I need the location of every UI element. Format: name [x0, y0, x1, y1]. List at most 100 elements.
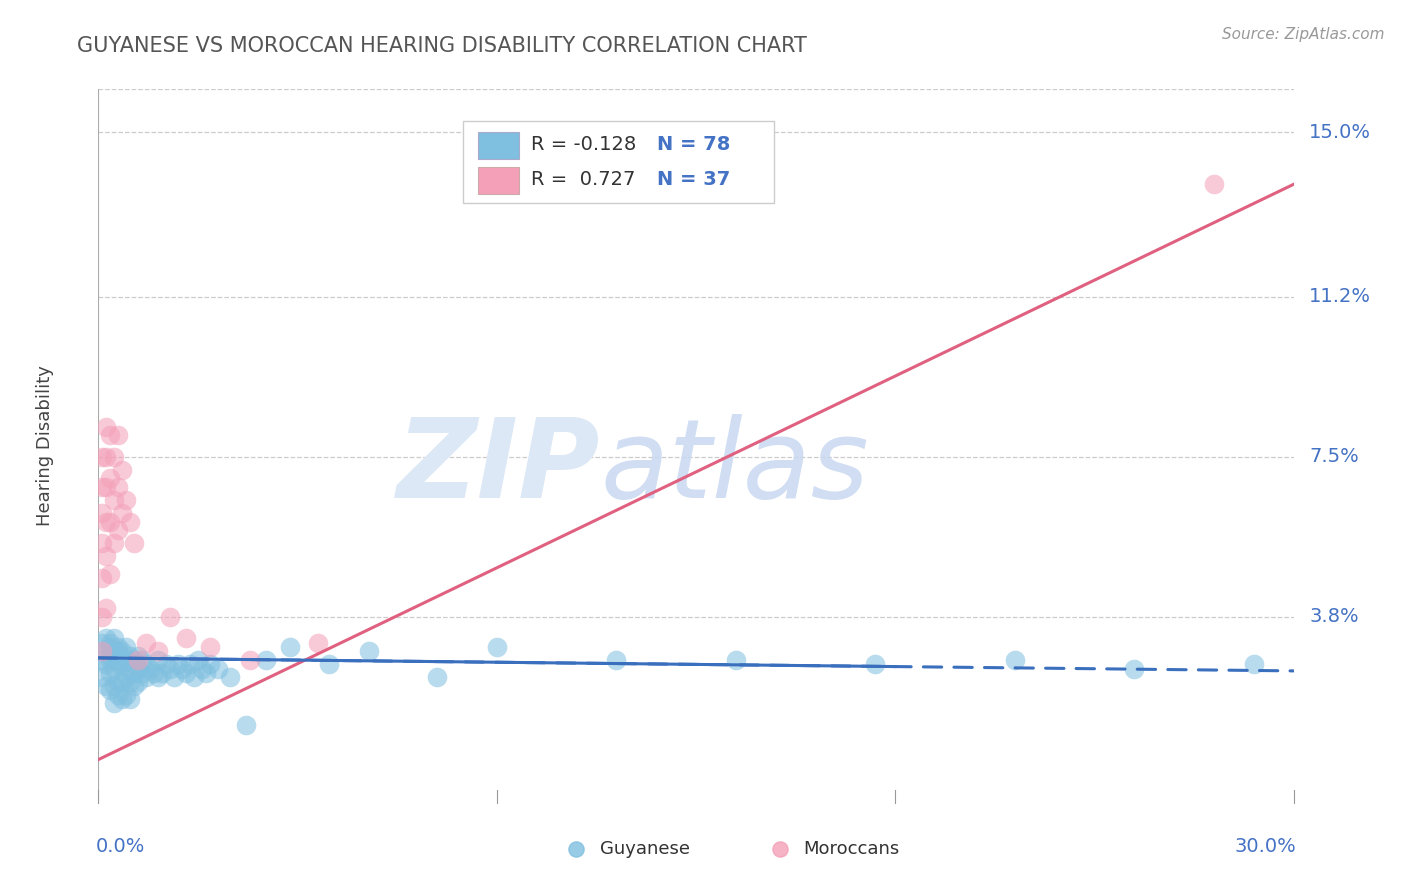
Point: [115, 688, 138, 702]
Point: [98, 566, 122, 581]
Point: [111, 692, 134, 706]
Point: [98, 636, 122, 650]
Point: [91, 644, 114, 658]
Point: [1243, 657, 1265, 672]
Point: [96, 515, 118, 529]
Point: [107, 524, 129, 538]
Text: 7.5%: 7.5%: [1309, 447, 1358, 467]
Point: [120, 674, 142, 689]
Point: [91, 480, 114, 494]
Point: [91, 636, 114, 650]
FancyBboxPatch shape: [463, 121, 773, 203]
Point: [120, 662, 142, 676]
Point: [127, 674, 149, 689]
Point: [1202, 178, 1225, 192]
Point: [148, 644, 170, 658]
Point: [107, 674, 129, 689]
FancyBboxPatch shape: [478, 167, 519, 194]
Point: [115, 653, 138, 667]
Text: 0.0%: 0.0%: [96, 837, 145, 856]
Point: [96, 632, 118, 646]
Point: [155, 657, 177, 672]
Point: [163, 670, 186, 684]
Point: [139, 662, 162, 676]
Point: [96, 480, 118, 494]
Text: 3.8%: 3.8%: [1309, 607, 1358, 626]
Point: [183, 670, 205, 684]
Text: Guyanese: Guyanese: [600, 840, 690, 858]
Point: [96, 450, 118, 464]
Point: [167, 657, 190, 672]
Point: [91, 610, 114, 624]
Point: [107, 688, 129, 702]
Point: [107, 428, 129, 442]
Point: [111, 644, 134, 658]
Point: [103, 536, 125, 550]
Point: [98, 666, 122, 681]
Point: [103, 696, 125, 710]
Point: [103, 450, 125, 464]
Point: [278, 640, 301, 654]
Text: 15.0%: 15.0%: [1309, 123, 1371, 142]
Point: [426, 670, 449, 684]
Point: [103, 632, 125, 646]
Point: [98, 648, 122, 663]
Point: [98, 471, 122, 485]
Point: [124, 536, 146, 550]
Point: [124, 666, 146, 681]
Point: [107, 480, 129, 494]
Point: [127, 648, 149, 663]
Point: [120, 515, 142, 529]
Point: [98, 515, 122, 529]
Point: [98, 428, 122, 442]
Point: [111, 657, 134, 672]
Point: [107, 640, 129, 654]
Point: [172, 662, 194, 676]
Point: [174, 666, 197, 681]
Text: GUYANESE VS MOROCCAN HEARING DISABILITY CORRELATION CHART: GUYANESE VS MOROCCAN HEARING DISABILITY …: [77, 36, 807, 55]
Text: N = 78: N = 78: [657, 136, 730, 154]
Point: [239, 653, 262, 667]
Text: 30.0%: 30.0%: [1234, 837, 1296, 856]
Point: [150, 666, 173, 681]
Point: [359, 644, 381, 658]
Point: [219, 670, 242, 684]
Point: [148, 670, 170, 684]
Point: [91, 571, 114, 585]
Point: [318, 657, 340, 672]
Point: [254, 653, 277, 667]
Point: [96, 679, 118, 693]
Text: 11.2%: 11.2%: [1309, 287, 1371, 306]
Point: [135, 670, 157, 684]
Point: [198, 657, 221, 672]
Point: [724, 653, 747, 667]
Text: R = -0.128: R = -0.128: [531, 136, 637, 154]
Point: [115, 670, 138, 684]
Point: [120, 648, 142, 663]
Point: [107, 657, 129, 672]
Point: [103, 679, 125, 693]
Point: [131, 653, 153, 667]
Point: [124, 653, 146, 667]
Point: [98, 683, 122, 698]
Point: [111, 506, 134, 520]
Point: [96, 657, 118, 672]
Point: [307, 636, 329, 650]
Text: R =  0.727: R = 0.727: [531, 170, 636, 189]
Point: [124, 679, 146, 693]
Point: [159, 610, 181, 624]
Point: [98, 653, 122, 667]
Point: [865, 657, 887, 672]
Point: [115, 493, 138, 508]
Point: [135, 657, 157, 672]
Point: [605, 653, 627, 667]
Point: [235, 718, 257, 732]
Point: [111, 674, 134, 689]
Point: [148, 653, 170, 667]
Text: Moroccans: Moroccans: [804, 840, 900, 858]
Point: [143, 666, 166, 681]
Point: [103, 493, 125, 508]
Point: [115, 640, 138, 654]
Point: [96, 601, 118, 615]
Point: [120, 692, 142, 706]
